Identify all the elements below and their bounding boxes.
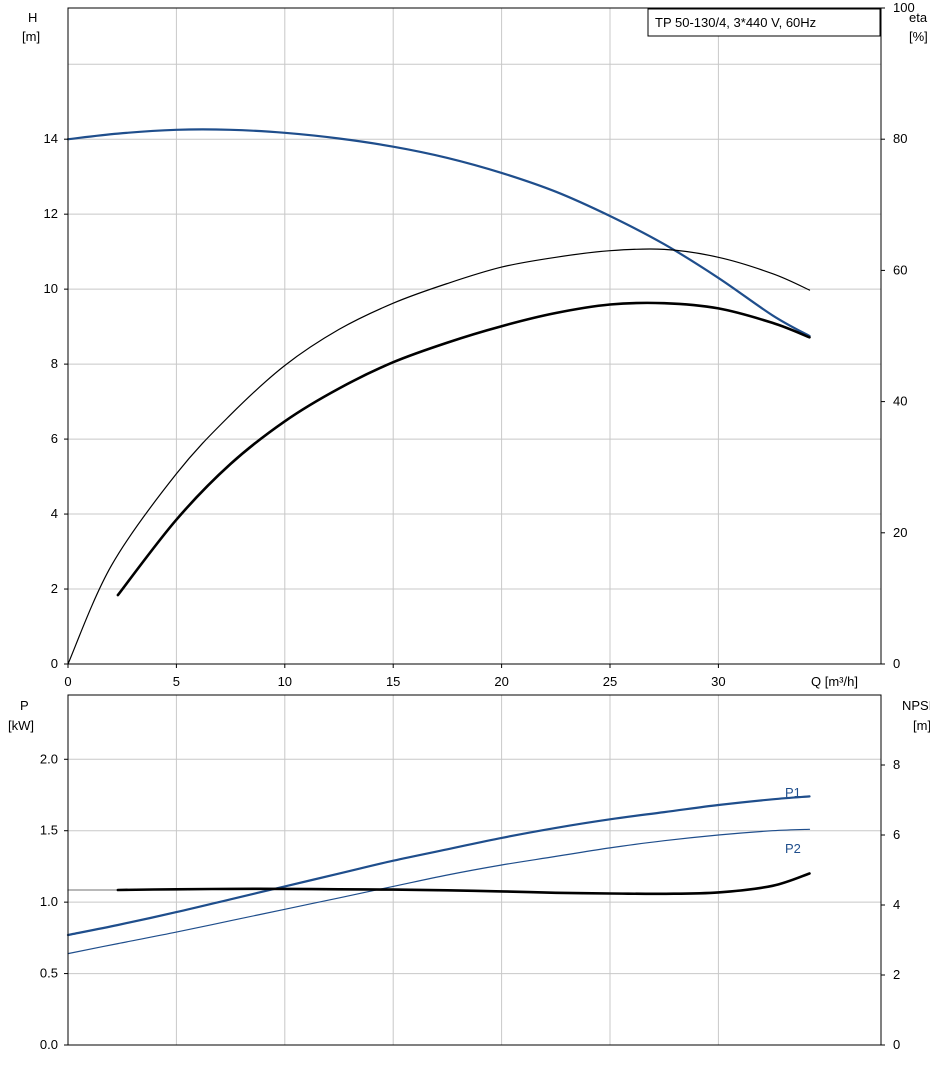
y-left-tick-label: 4 (51, 506, 58, 521)
y-right-tick-label: 40 (893, 394, 907, 409)
bottom-plot-frame (67, 694, 882, 1046)
y-left-tick-label: 0.0 (40, 1037, 58, 1052)
bottom-right-axis-label: NPSH (902, 698, 930, 713)
top-plot-frame (67, 7, 882, 665)
series-label-p1: P1 (785, 785, 801, 800)
bottom-right-axis-unit: [m] (913, 718, 930, 733)
top-series-1-line (67, 248, 811, 665)
legend-box (647, 8, 881, 37)
bottom-series-0-line (66, 795, 811, 937)
y-left-tick-label: 2 (51, 581, 58, 596)
y-left-tick-label: 8 (51, 356, 58, 371)
top-left-axis-unit: [m] (22, 29, 40, 44)
x-tick-label: 25 (603, 674, 617, 689)
y-left-tick-label: 0 (51, 656, 58, 671)
y-left-tick-label: 10 (44, 281, 58, 296)
y-left-tick-label: 6 (51, 431, 58, 446)
top-right-axis-unit: [%] (909, 29, 928, 44)
y-right-tick-label: 2 (893, 967, 900, 982)
y-right-tick-label: 0 (893, 656, 900, 671)
top-left-axis-label: H (28, 10, 37, 25)
y-right-tick-label: 80 (893, 131, 907, 146)
y-right-tick-label: 0 (893, 1037, 900, 1052)
x-tick-label: 5 (173, 674, 180, 689)
x-axis-label: Q [m³/h] (811, 674, 858, 689)
bottom-left-axis-unit: [kW] (8, 718, 34, 733)
x-tick-label: 10 (278, 674, 292, 689)
y-right-tick-label: 4 (893, 897, 900, 912)
y-right-tick-label: 8 (893, 757, 900, 772)
top-series-0-line (66, 128, 811, 338)
x-tick-label: 20 (494, 674, 508, 689)
series-label-p2: P2 (785, 841, 801, 856)
y-left-tick-label: 1.5 (40, 823, 58, 838)
y-left-tick-label: 14 (44, 131, 58, 146)
x-tick-label: 15 (386, 674, 400, 689)
y-left-tick-label: 12 (44, 206, 58, 221)
y-right-tick-label: 60 (893, 262, 907, 277)
bottom-left-axis-label: P (20, 698, 29, 713)
y-left-tick-label: 0.5 (40, 966, 58, 981)
legend-text: TP 50-130/4, 3*440 V, 60Hz (655, 15, 816, 30)
y-right-tick-label: 100 (893, 0, 915, 15)
y-left-tick-label: 1.0 (40, 894, 58, 909)
bottom-series-3-line (116, 872, 811, 896)
bottom-series-1-line (67, 828, 811, 955)
x-tick-label: 30 (711, 674, 725, 689)
y-left-tick-label: 2.0 (40, 751, 58, 766)
top-right-axis-label: eta (909, 10, 928, 25)
y-right-tick-label: 6 (893, 827, 900, 842)
top-series-2-line (116, 301, 811, 597)
x-tick-label: 0 (64, 674, 71, 689)
y-right-tick-label: 20 (893, 525, 907, 540)
